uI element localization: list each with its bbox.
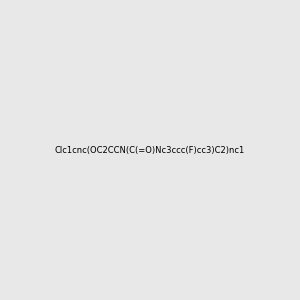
Text: Clc1cnc(OC2CCN(C(=O)Nc3ccc(F)cc3)C2)nc1: Clc1cnc(OC2CCN(C(=O)Nc3ccc(F)cc3)C2)nc1 [55,146,245,154]
